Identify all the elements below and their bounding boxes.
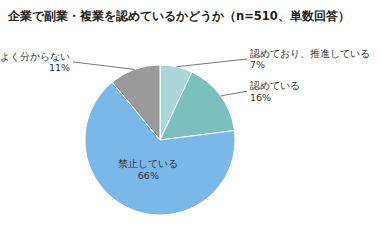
slice-label: よく分からない <box>0 51 70 62</box>
data-label: 16% <box>250 92 271 103</box>
slice <box>160 72 234 140</box>
chart: 企業で副業・複業を認めているかどうか（n=510、単数回答） 認めており、推進して… <box>0 0 380 238</box>
leader-line <box>176 59 247 67</box>
leader-line <box>73 62 135 70</box>
labels: 認めており、推進している7% 認めている16% 禁止している66% よく分からない11… <box>0 48 370 181</box>
slice-label: 禁止している <box>118 158 178 169</box>
leader-line <box>221 91 247 96</box>
slice-label: 認めている <box>250 80 300 91</box>
slices <box>85 65 235 215</box>
data-label: 66% <box>138 170 159 181</box>
data-label: 11% <box>49 62 70 73</box>
title: 企業で副業・複業を認めているかどうか（n=510、単数回答） <box>7 9 350 23</box>
slice <box>112 65 160 140</box>
slice-label: 認めており、推進している <box>250 48 370 59</box>
data-label: 7% <box>250 59 265 70</box>
